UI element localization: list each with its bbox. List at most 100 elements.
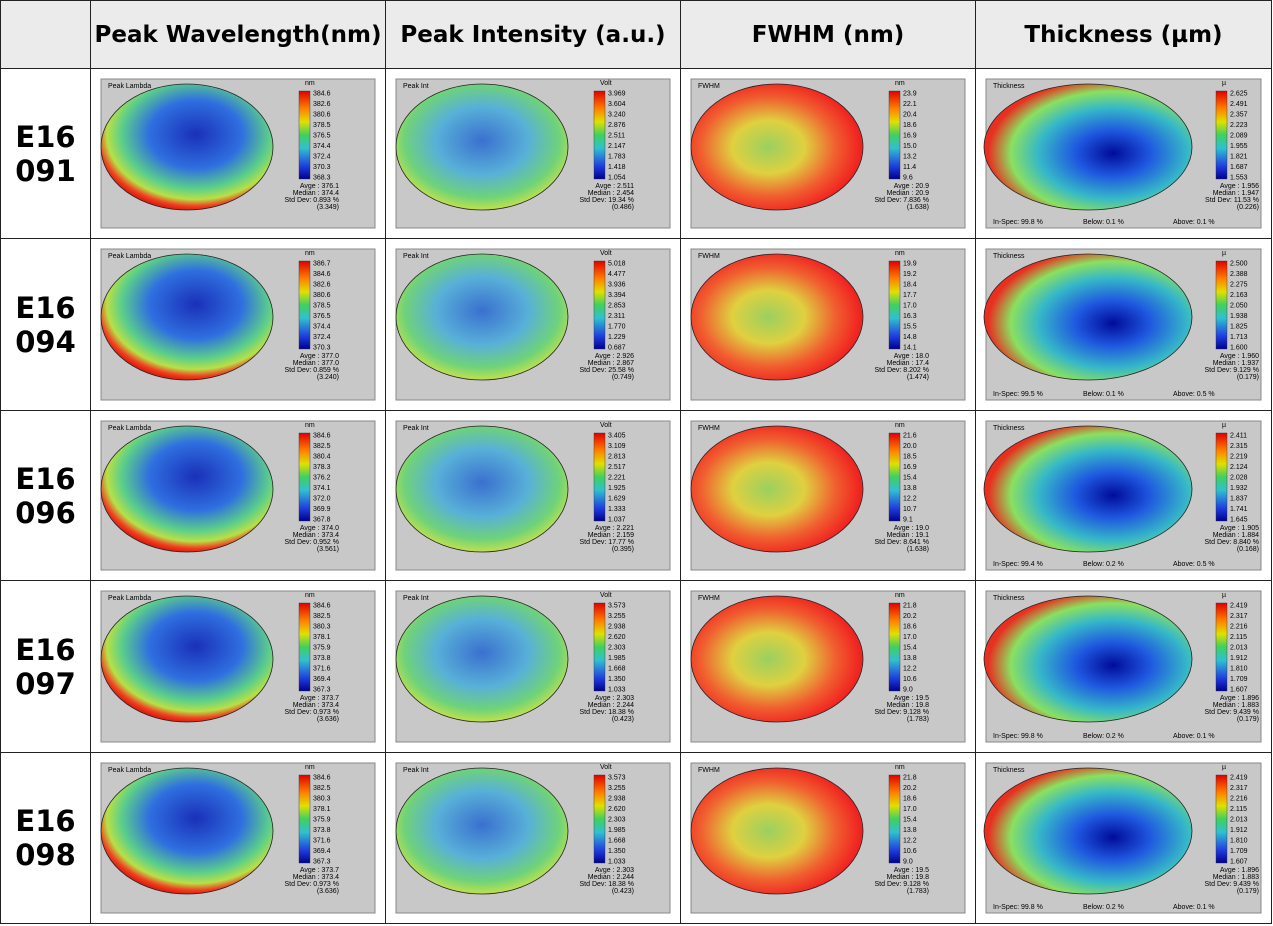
map-title: FWHM [698,595,720,602]
scale-label: 376.5 [313,133,331,140]
unit-label: nm [305,80,315,87]
scale-label: 9.0 [903,687,913,694]
stat-line: (3.240) [317,374,339,381]
unit-label: nm [305,764,315,771]
wafer [690,253,864,381]
scale-label: 3.936 [608,282,626,289]
spec-line: Above: 0.1 % [1173,733,1215,740]
scale-label: 1.713 [1230,334,1248,341]
scale-label: 20.2 [903,613,917,620]
scale-label: 2.311 [608,313,625,320]
wafer-map: Peak Lambda nm 384.6 382.6 380.6 378.5 376.5 37… [100,78,376,229]
spec-line: Below: 0.2 % [1083,733,1124,740]
scale-label: 3.604 [608,101,626,108]
stat-line: Std Dev: 19.34 % [580,197,634,204]
scale-label: 380.4 [313,454,331,461]
stat-line: (3.349) [317,204,339,211]
map-title: Peak Lambda [108,83,151,90]
color-bar [593,602,606,692]
stat-line: Avge : 2.511 [595,183,634,190]
scale-label: 2.303 [608,817,626,824]
stat-line: Avge : 1.905 [1220,525,1259,532]
scale-label: 18.6 [903,122,917,129]
unit-label: Volt [600,764,612,771]
scale-label: 2.357 [1230,112,1248,119]
stat-line: Median : 373.4 [293,874,339,881]
map-cell: Peak Int Volt 5.018 4.477 3.936 3.394 2.853 2.3… [385,238,681,411]
scale-label: 1.985 [608,827,626,834]
scale-label: 2.223 [1230,122,1248,129]
scale-label: 3.240 [608,112,626,119]
stat-line: Median : 374.4 [293,190,339,197]
map-cell: Thickness µ 2.411 2.315 2.219 2.124 2.028 1.932… [975,410,1272,581]
stat-line: Std Dev: 0.973 % [285,709,339,716]
scale-label: 16.3 [903,313,917,320]
scale-label: 1.741 [1230,506,1248,513]
scale-label: 1.229 [608,334,626,341]
wafer-map: FWHM nm 19.9 19.2 18.4 17.7 17.0 16.3 15.5 14.8 14… [690,248,966,401]
unit-label: µ [1222,80,1226,87]
scale-label: 16.9 [903,464,917,471]
stat-line: Median : 19.8 [887,702,930,709]
color-bar [593,432,606,522]
scale-label: 1.333 [608,506,626,513]
wafer-map: FWHM nm 21.6 20.0 18.5 16.9 15.4 13.8 12.2 10.7 9.… [690,420,966,571]
scale-label: 2.013 [1230,645,1248,652]
scale-label: 2.219 [1230,454,1248,461]
scale-label: 21.8 [903,775,917,782]
scale-label: 18.6 [903,796,917,803]
stat-line: Median : 17.4 [887,360,930,367]
map-title: FWHM [698,83,720,90]
column-header: Peak Wavelength(nm) [90,0,386,69]
spec-line: Above: 0.1 % [1173,219,1215,226]
scale-label: 378.1 [313,806,331,813]
scale-label: 2.317 [1230,785,1248,792]
wafer [983,595,1193,723]
scale-label: 376.2 [313,475,331,482]
scale-label: 384.6 [313,433,331,440]
spec-line: Above: 0.5 % [1173,391,1215,398]
stat-line: (1.783) [907,888,929,895]
scale-label: 1.645 [1230,517,1248,524]
scale-label: 372.4 [313,334,331,341]
scale-label: 1.600 [1230,345,1248,352]
scale-label: 3.969 [608,91,626,98]
stat-line: Std Dev: 25.58 % [580,367,634,374]
stat-line: Median : 1.937 [1213,360,1259,367]
unit-label: nm [895,80,905,87]
scale-label: 2.517 [608,464,626,471]
wafer [395,253,569,381]
scale-label: 380.3 [313,796,331,803]
row-label-line: 097 [15,666,76,701]
wafer [983,767,1193,895]
scale-label: 13.8 [903,485,917,492]
stat-line: Median : 373.4 [293,702,339,709]
scale-label: 374.4 [313,324,331,331]
stat-line: (3.636) [317,716,339,723]
wafer-map: Peak Int Volt 5.018 4.477 3.936 3.394 2.853 2.3… [395,248,671,401]
stat-line: Avge : 19.0 [894,525,929,532]
scale-label: 3.573 [608,775,626,782]
scale-label: 2.419 [1230,603,1248,610]
scale-label: 20.4 [903,112,917,119]
stat-line: (0.179) [1237,374,1259,381]
wafer-map: Peak Lambda nm 384.6 382.5 380.4 378.3 376.2 37… [100,420,376,571]
unit-label: Volt [600,422,612,429]
stat-line: Median : 2.244 [588,702,634,709]
wafer [690,595,864,723]
unit-label: µ [1222,250,1226,257]
wafer-map: FWHM nm 21.8 20.2 18.6 17.0 15.4 13.8 12.2 10.6 9.… [690,762,966,914]
stat-line: Std Dev: 0.893 % [285,197,339,204]
row-label: E16 094 [0,238,91,411]
wafer [100,253,274,381]
color-bar [298,432,311,522]
map-title: Thickness [993,767,1025,774]
scale-label: 1.709 [1230,676,1248,683]
scale-label: 1.810 [1230,666,1248,673]
scale-label: 10.6 [903,676,917,683]
scale-label: 2.163 [1230,292,1248,299]
spec-line: In-Spec: 99.8 % [993,219,1043,226]
map-title: Peak Lambda [108,253,151,260]
wafer [983,83,1193,211]
scale-label: 3.255 [608,613,626,620]
